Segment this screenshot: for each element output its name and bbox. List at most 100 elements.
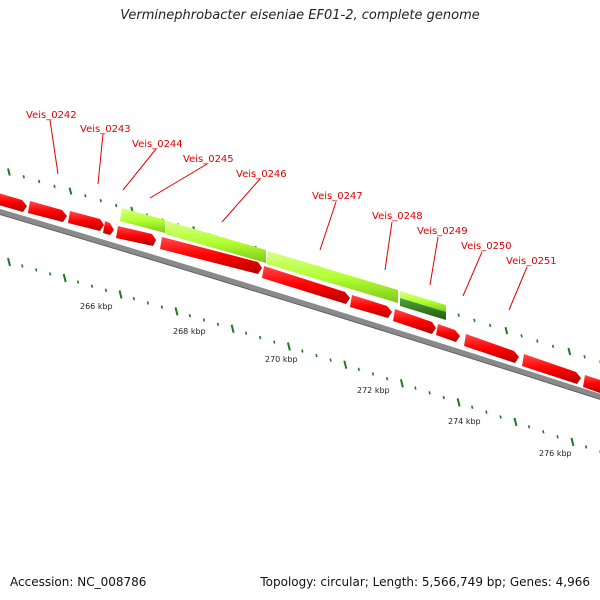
gene-arrow: [522, 354, 581, 384]
major-tick: [343, 360, 348, 369]
minor-tick: [527, 425, 531, 429]
minor-tick: [371, 372, 375, 376]
gene-label: Veis_0242: [26, 110, 77, 121]
major-tick: [513, 417, 518, 427]
genome-backbone: [0, 208, 600, 400]
gene-arrow: [28, 201, 67, 222]
highlighted-gene: [266, 251, 398, 303]
highlighted-gene: [165, 221, 266, 263]
minor-tick: [48, 272, 52, 276]
gene-label: Veis_0243: [80, 124, 131, 135]
reverse-strand-genes: [116, 226, 600, 393]
minor-tick: [485, 410, 488, 414]
minor-tick: [202, 318, 206, 322]
gene-arrow: [0, 193, 27, 212]
minor-tick: [90, 284, 94, 288]
gene-arrow: [68, 211, 104, 231]
minor-tick: [76, 280, 80, 284]
scale-label: 270 kbp: [265, 355, 298, 364]
minor-tick: [258, 335, 262, 340]
highlighted-gene: [400, 291, 446, 312]
minor-tick: [471, 405, 474, 409]
minor-tick: [53, 184, 56, 188]
scale-labels: 266 kbp 268 kbp 270 kbp 272 kbp 274 kbp …: [80, 302, 572, 458]
minor-tick: [357, 367, 360, 372]
minor-tick: [216, 322, 220, 327]
minor-tick: [273, 340, 276, 344]
major-tick: [504, 326, 509, 335]
gene-label: Veis_0251: [506, 256, 557, 267]
minor-tick: [84, 194, 87, 198]
major-tick: [68, 187, 73, 195]
minor-tick: [115, 203, 118, 208]
minor-tick: [385, 376, 389, 381]
minor-tick: [520, 334, 523, 338]
minor-tick: [584, 445, 588, 449]
major-tick: [230, 324, 235, 333]
gene-label: Veis_0249: [417, 226, 468, 237]
minor-tick: [188, 313, 192, 318]
minor-tick: [244, 331, 248, 335]
gene-arrow: [436, 324, 460, 342]
minor-tick: [556, 435, 559, 439]
minor-tick: [428, 391, 431, 395]
minor-tick: [37, 179, 41, 184]
gene-label: Veis_0248: [372, 211, 423, 222]
major-tick: [399, 379, 404, 388]
minor-tick: [22, 175, 25, 179]
major-tick: [118, 290, 123, 299]
minor-tick: [329, 358, 332, 362]
minor-tick: [499, 415, 502, 419]
minor-tick: [457, 313, 460, 317]
minor-tick: [301, 349, 304, 353]
genome-summary: Topology: circular; Length: 5,566,749 bp…: [260, 575, 590, 589]
major-tick: [7, 257, 11, 267]
map-title: Verminephrobacter eiseniae EF01-2, compl…: [120, 8, 480, 23]
genome-backbone-shadow: [0, 213, 600, 400]
gene-arrow: [160, 237, 262, 274]
minor-tick: [21, 264, 24, 268]
gene-arrow: [103, 221, 114, 235]
gene-arrow: [262, 266, 350, 304]
minor-tick: [442, 395, 445, 400]
minor-tick: [132, 296, 136, 301]
scale-label: 276 kbp: [539, 449, 572, 458]
gene-label: Veis_0250: [461, 241, 512, 252]
major-tick: [7, 168, 11, 176]
minor-tick: [146, 301, 150, 305]
gene-arrow: [116, 226, 156, 246]
scale-label: 268 kbp: [173, 327, 206, 336]
highlighted-gene: [120, 208, 165, 233]
scale-label: 274 kbp: [448, 417, 481, 426]
major-tick: [286, 342, 291, 351]
scale-label: 266 kbp: [80, 302, 113, 311]
minor-tick: [542, 430, 545, 434]
minor-tick: [536, 339, 539, 343]
forward-strand-genes: [0, 193, 446, 320]
highlighted-gene-dark: [400, 298, 446, 320]
inner-tick-row: [7, 257, 600, 454]
gene-label: Veis_0245: [183, 154, 234, 165]
major-tick: [174, 307, 179, 316]
minor-tick: [35, 268, 38, 272]
minor-tick: [488, 323, 492, 328]
accession-label: Accession: NC_008786: [10, 575, 147, 589]
gene-arrow: [583, 375, 600, 393]
gene-arrow: [350, 295, 392, 318]
major-tick: [570, 437, 575, 447]
gene-label: Veis_0244: [132, 139, 183, 150]
gene-arrow: [393, 309, 436, 334]
major-tick: [456, 398, 461, 407]
gene-labels: Veis_0242 Veis_0243 Veis_0244 Veis_0245 …: [26, 110, 557, 267]
minor-tick: [473, 318, 476, 323]
gene-label-leaders: [49, 119, 528, 311]
major-tick: [567, 347, 572, 356]
minor-tick: [414, 386, 417, 390]
minor-tick: [583, 355, 586, 359]
major-tick: [62, 273, 67, 283]
minor-tick: [551, 344, 555, 348]
gene-label: Veis_0247: [312, 191, 363, 202]
minor-tick: [160, 305, 164, 309]
minor-tick: [104, 288, 108, 293]
